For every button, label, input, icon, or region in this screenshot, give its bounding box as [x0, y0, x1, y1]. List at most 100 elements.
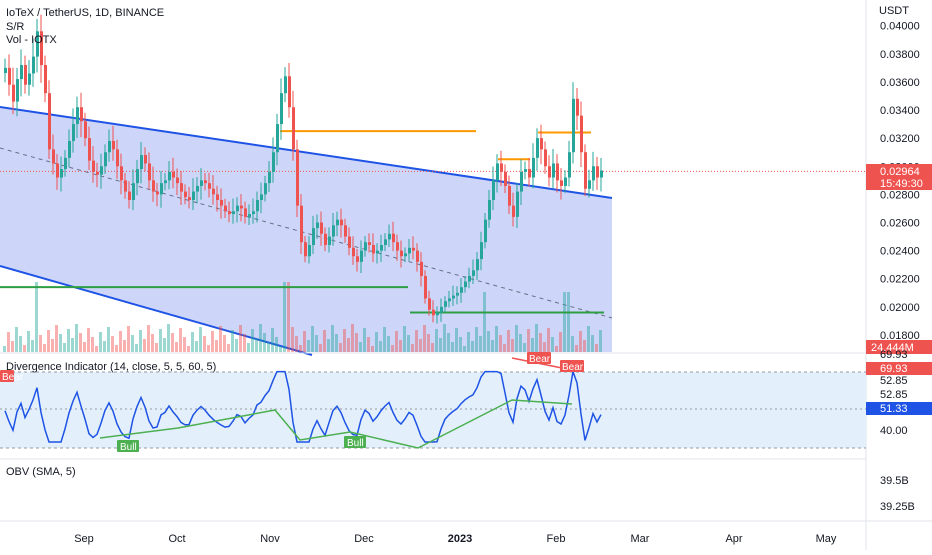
bear-label: Bear [529, 354, 551, 365]
candle [284, 76, 287, 94]
price-tick-label: 0.02200 [880, 274, 920, 286]
obv-axis-label-0: 39.5B [880, 475, 909, 487]
volume-bar [83, 342, 86, 352]
candle [412, 247, 415, 251]
time-tick-label: Oct [168, 533, 185, 545]
candle [376, 250, 379, 254]
volume-bar [119, 331, 122, 352]
volume-bar [323, 330, 326, 352]
candles [4, 14, 603, 324]
volume-bar [355, 333, 358, 352]
candle [220, 200, 223, 206]
price-tick-label: 0.04000 [880, 21, 920, 33]
volume-bar [403, 326, 406, 352]
volume-bar [375, 332, 378, 352]
volume-badge: 24.444M [866, 340, 932, 354]
price-tick-label: 0.02000 [880, 302, 920, 314]
candle [324, 233, 327, 245]
divergence-legend[interactable]: Divergence Indicator (14, close, 5, 5, 6… [6, 361, 216, 373]
channel-upper-line [0, 106, 613, 199]
candle [280, 93, 283, 125]
volume-bar [543, 342, 546, 352]
volume-bar [551, 337, 554, 352]
volume-bar [499, 335, 502, 352]
volume-bar [535, 324, 538, 352]
candle [164, 180, 167, 184]
candle [52, 149, 55, 164]
candle [576, 98, 579, 116]
volume-bar [279, 346, 282, 352]
volume-bar [275, 337, 278, 352]
volume-bar [415, 330, 418, 352]
volume-bar [407, 335, 410, 352]
candle [468, 275, 471, 282]
candle [232, 211, 235, 215]
candle [368, 242, 371, 245]
volume-bar [115, 345, 118, 352]
time-tick-label: Mar [631, 533, 650, 545]
bull-divergence-line [99, 399, 573, 449]
obv-legend[interactable]: OBV (SMA, 5) [6, 466, 76, 478]
volume-bar [455, 328, 458, 352]
volume-bar [151, 334, 154, 352]
volume-bar [359, 342, 362, 352]
volume-bar [231, 330, 234, 352]
candle [500, 163, 503, 172]
candle [484, 219, 487, 243]
volume-bar [315, 335, 318, 352]
volume-legend[interactable]: Vol - IOTX [6, 34, 57, 46]
volume-bar [575, 345, 578, 352]
volume-bar [267, 342, 270, 352]
volume-bar [559, 332, 562, 352]
candle [456, 292, 459, 296]
candle [328, 236, 331, 245]
candle [60, 169, 63, 178]
candle [244, 208, 247, 217]
candle [96, 171, 99, 175]
candle [68, 140, 71, 158]
candle [448, 298, 451, 302]
volume-bar [327, 339, 330, 352]
candle [548, 166, 551, 178]
candle [436, 312, 439, 316]
volume-bar [191, 332, 194, 352]
candle [472, 270, 475, 276]
candle [520, 171, 523, 192]
candle [92, 160, 95, 172]
candle [4, 67, 7, 74]
volume-bar [511, 339, 514, 352]
candle [100, 166, 103, 175]
volume-bar [459, 337, 462, 352]
volume-bar [427, 334, 430, 352]
div-axis-label-0: 69.93 [880, 349, 908, 361]
volume-bar [239, 325, 242, 352]
time-axis[interactable]: Sep Oct Nov Dec 2023 Feb Mar Apr May [74, 533, 837, 545]
volume-bar [207, 345, 210, 352]
candle [440, 306, 443, 313]
candle [148, 163, 151, 181]
rsi-band [0, 372, 866, 448]
last-price-value: 0.02964 [880, 166, 920, 178]
volume-bar [171, 333, 174, 352]
sr-legend[interactable]: S/R [6, 21, 24, 33]
candle [420, 261, 423, 276]
volume-bar [143, 339, 146, 352]
candle [248, 214, 251, 217]
volume-bar [131, 335, 134, 352]
volume-bar [243, 334, 246, 352]
volume-bar [339, 343, 342, 352]
div-axis-label-2: 52.85 [880, 389, 908, 401]
candle [140, 155, 143, 170]
candle [588, 180, 591, 189]
price-tick-label: 0.03400 [880, 105, 920, 117]
symbol-legend[interactable]: IoTeX / TetherUS, 1D, BINANCE [6, 7, 164, 19]
volume-bar [235, 339, 238, 352]
volume-bar [31, 340, 34, 352]
candle [512, 205, 515, 217]
candle [80, 107, 83, 122]
volume-bar [335, 334, 338, 352]
volume-badge-value: 24.444M [871, 342, 914, 354]
volume-bar [127, 326, 130, 352]
